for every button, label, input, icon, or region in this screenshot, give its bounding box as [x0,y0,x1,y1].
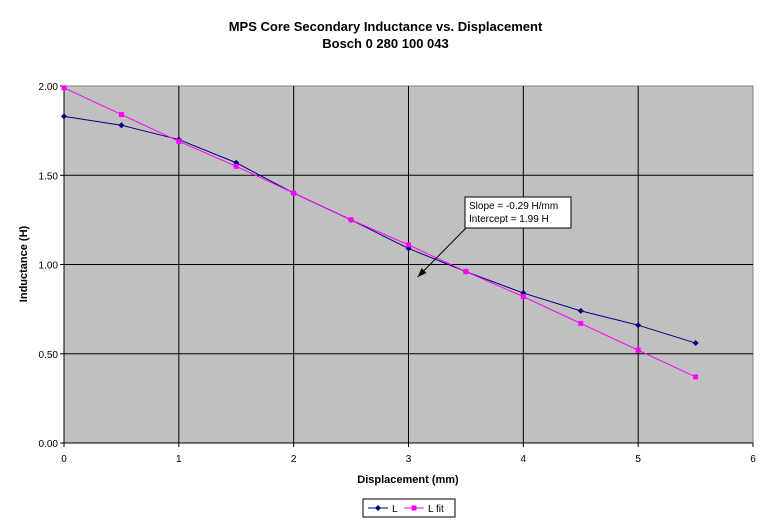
data-point-l-fit [348,217,354,223]
legend-marker-l [375,505,381,511]
annotation-box [464,196,572,229]
data-point-l-fit [635,347,641,353]
y-tick-label: 0.00 [39,439,59,450]
chart-subtitle: Bosch 0 280 100 043 [322,36,449,51]
data-point-l-fit [463,269,469,275]
annotation-slope: Slope = -0.29 H/mm [469,201,558,212]
x-tick-label: 4 [521,454,527,465]
data-point-l [635,322,642,329]
data-point-l-fit [291,190,297,196]
y-axis: 0.00 0.50 1.00 1.50 2.00 [39,82,65,450]
annotation-arrow-line [417,227,467,278]
x-axis-label: Displacement (mm) [357,474,459,486]
x-tick-label: 0 [61,454,67,465]
legend-label-l-fit: L fit [428,504,444,515]
y-tick-label: 1.00 [39,261,59,272]
data-point-l-fit [520,294,526,300]
data-point-l-fit [176,138,182,144]
annotation-intercept: Intercept = 1.99 H [469,214,549,225]
series-line-l-fit [63,87,696,378]
y-tick-label: 0.50 [39,350,59,361]
annotation-arrow-head [417,268,427,277]
data-point-l-fit [61,85,67,91]
x-tick-label: 2 [291,454,297,465]
y-tick-label: 1.50 [39,171,59,182]
x-tick-label: 5 [635,454,641,465]
data-point-l-fit [406,242,411,248]
data-point-l [577,307,584,314]
x-axis: 0 1 2 3 4 5 6 [61,442,756,465]
chart-title: MPS Core Secondary Inductance vs. Displa… [228,19,543,34]
data-point-l-fit [578,320,584,326]
legend-marker-l-fit [411,505,417,511]
series-l-fit [61,85,699,380]
x-tick-label: 3 [406,454,412,465]
legend-item-l-fit: L fit [404,504,444,515]
x-tick-label: 6 [750,454,756,465]
annotation: Slope = -0.29 H/mm Intercept = 1.99 H [417,196,572,278]
x-tick-label: 1 [176,454,182,465]
series-layer [61,85,699,380]
legend-item-l: L [368,504,398,515]
data-point-l-fit [233,163,239,169]
legend: L L fit [362,498,456,518]
y-axis-label: Inductance (H) [18,225,30,302]
data-point-l [61,113,67,120]
data-point-l [692,340,699,347]
data-point-l [118,122,125,129]
data-point-l-fit [693,374,699,380]
gridlines [64,86,753,443]
data-point-l-fit [118,112,124,118]
legend-label-l: L [392,504,398,515]
y-tick-label: 2.00 [39,82,59,93]
